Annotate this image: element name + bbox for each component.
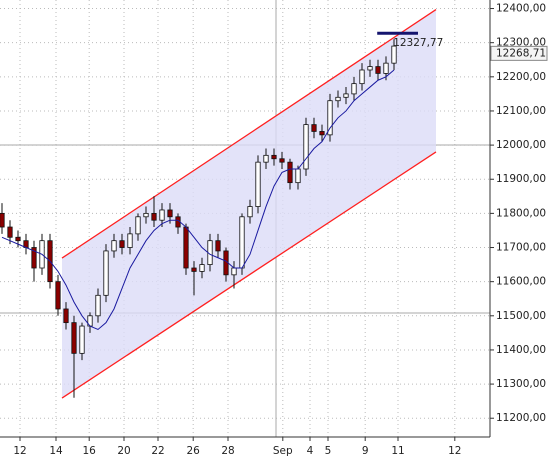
candle-body [239, 216, 245, 269]
y-tick-label: 11500,00 [496, 310, 546, 322]
candle-body [319, 131, 325, 136]
last-price-label: 12268,71 [496, 47, 546, 59]
candle-body [375, 66, 381, 74]
candle-body [55, 281, 61, 310]
y-tick-label: 11200,00 [496, 412, 546, 424]
y-tick-label: 12200,00 [496, 71, 546, 83]
candle-body [151, 212, 157, 221]
candle-body [167, 209, 173, 218]
y-tick-label: 11700,00 [496, 242, 546, 254]
channel-line [61, 9, 437, 259]
candle-body [71, 322, 77, 354]
candle-body [279, 158, 285, 163]
candle-body [367, 66, 373, 71]
candle-body [351, 83, 357, 95]
target-label: 12327,77 [393, 37, 443, 49]
x-tick-label: 4 [307, 445, 314, 457]
candle-body [79, 325, 85, 354]
candle-body [343, 93, 349, 98]
y-tick-label: 11400,00 [496, 344, 546, 356]
x-tick-label: 11 [391, 445, 404, 457]
candle-body [199, 264, 205, 272]
channel-fill [62, 9, 436, 399]
candle-body [63, 308, 69, 324]
y-tick-label: 11300,00 [496, 378, 546, 390]
candle-body [143, 212, 149, 218]
candle-body [95, 294, 101, 317]
candle-body [287, 161, 293, 184]
x-tick-label: 12 [13, 445, 26, 457]
y-tick-label: 11600,00 [496, 276, 546, 288]
candle-body [0, 212, 5, 228]
x-tick-label: 12 [448, 445, 461, 457]
candle-body [391, 45, 397, 64]
y-tick-label: 11900,00 [496, 173, 546, 185]
y-tick-label: 12300,00 [496, 37, 546, 49]
candle-body [15, 236, 21, 242]
x-tick-label: 28 [221, 445, 234, 457]
candle-body [127, 233, 133, 248]
candle-body [159, 209, 165, 221]
channel-line [61, 151, 437, 399]
x-tick-label: 22 [151, 445, 164, 457]
x-tick-label: 14 [49, 445, 63, 457]
candle-body [215, 240, 221, 252]
candle-body [183, 226, 189, 269]
candle-body [119, 240, 125, 248]
candle-body [111, 240, 117, 252]
candle-body [255, 161, 261, 207]
candle-body [191, 267, 197, 272]
y-tick-label: 11800,00 [496, 207, 546, 219]
candle-body [103, 250, 109, 296]
moving-average [1, 69, 395, 331]
x-tick-label: 16 [83, 445, 97, 457]
candle-body [263, 154, 269, 163]
x-tick-label: 26 [187, 445, 201, 457]
candle-body [31, 247, 37, 269]
y-tick-label: 12100,00 [496, 105, 546, 117]
candle-body [335, 96, 341, 102]
y-tick-label: 12400,00 [496, 3, 546, 15]
candle-body [311, 124, 317, 132]
candle-body [327, 100, 333, 136]
x-tick-label: 20 [117, 445, 130, 457]
candle-body [7, 226, 13, 238]
x-tick-label: 9 [362, 445, 369, 457]
candle-body [271, 154, 277, 160]
candle-body [383, 62, 389, 74]
candle-body [295, 168, 301, 184]
candle-body [359, 69, 365, 85]
candle-body [303, 124, 309, 170]
candle-body [135, 216, 141, 235]
last-price-box [490, 45, 548, 61]
candle-body [247, 206, 253, 218]
x-tick-label: Sep [273, 445, 293, 457]
y-tick-label: 12000,00 [496, 139, 546, 151]
x-tick-label: 5 [325, 445, 332, 457]
candle-body [231, 267, 237, 276]
